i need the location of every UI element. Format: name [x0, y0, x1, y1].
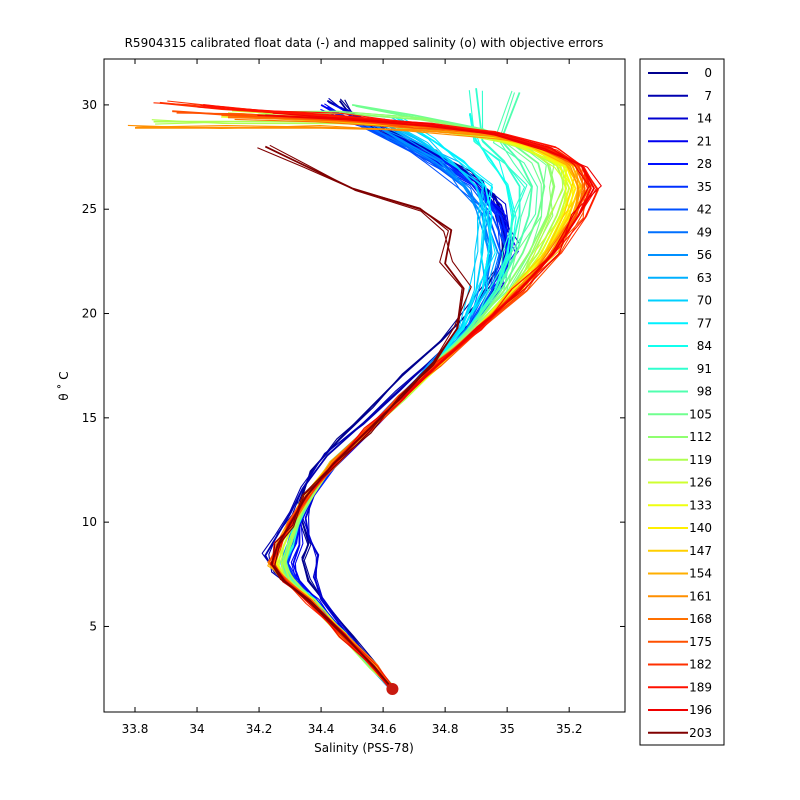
x-tick-label: 35 — [500, 722, 515, 736]
x-tick-label: 34 — [189, 722, 204, 736]
legend-label: 91 — [697, 362, 712, 376]
legend-label: 35 — [697, 180, 712, 194]
y-axis-label: θ ˚ C — [56, 371, 71, 400]
legend-item: 70 — [648, 294, 712, 308]
legend-item: 119 — [648, 453, 712, 467]
legend-label: 105 — [689, 407, 712, 421]
legend-label: 203 — [689, 726, 712, 740]
legend-item: 28 — [648, 157, 712, 171]
legend-item: 182 — [648, 658, 712, 672]
legend-item: 77 — [648, 316, 712, 330]
x-tick-label: 34.8 — [432, 722, 459, 736]
legend-item: 98 — [648, 385, 712, 399]
chart-title: R5904315 calibrated float data (-) and m… — [125, 36, 604, 50]
legend-label: 147 — [689, 544, 712, 558]
legend-item: 203 — [648, 726, 712, 740]
legend-item: 0 — [648, 66, 712, 80]
series-layer — [127, 88, 602, 696]
legend-item: 126 — [648, 476, 712, 490]
x-axis: 33.8 34 34.2 34.4 34.6 34.8 35 35.2 — [122, 59, 583, 736]
legend-item: 21 — [648, 134, 712, 148]
legend-label: 42 — [697, 203, 712, 217]
legend-item: 112 — [648, 430, 712, 444]
legend-label: 196 — [689, 703, 712, 717]
legend-label: 56 — [697, 248, 712, 262]
legend-item: 105 — [648, 407, 712, 421]
legend-label: 119 — [689, 453, 712, 467]
legend-label: 70 — [697, 294, 712, 308]
legend-item: 49 — [648, 225, 712, 239]
legend-label: 28 — [697, 157, 712, 171]
x-tick-label: 33.8 — [122, 722, 149, 736]
x-axis-label: Salinity (PSS-78) — [314, 741, 414, 755]
legend-label: 84 — [697, 339, 712, 353]
legend-label: 161 — [689, 589, 712, 603]
legend-item: 189 — [648, 680, 712, 694]
y-axis: 5 10 15 20 25 30 — [82, 98, 625, 633]
legend-label: 7 — [704, 89, 712, 103]
y-tick-label: 10 — [82, 515, 97, 529]
y-tick-label: 20 — [82, 307, 97, 321]
legend-item: 147 — [648, 544, 712, 558]
deep-end-cluster — [386, 683, 399, 696]
series-line — [257, 147, 463, 692]
x-tick-label: 34.2 — [246, 722, 273, 736]
legend-item: 42 — [648, 203, 712, 217]
legend-label: 189 — [689, 680, 712, 694]
legend-item: 196 — [648, 703, 712, 717]
legend-item: 161 — [648, 589, 712, 603]
legend-item: 154 — [648, 567, 712, 581]
legend-label: 133 — [689, 498, 712, 512]
y-tick-label: 5 — [89, 619, 97, 633]
series-line — [269, 144, 472, 688]
x-tick-label: 35.2 — [556, 722, 583, 736]
legend-item: 35 — [648, 180, 712, 194]
legend-label: 63 — [697, 271, 712, 285]
legend-label: 140 — [689, 521, 712, 535]
x-tick-label: 34.4 — [308, 722, 335, 736]
legend-items: 0 7 14 21 28 35 42 49 56 63 70 77 84 91 98 105 112 119 126… — [648, 66, 712, 740]
legend-item: 63 — [648, 271, 712, 285]
legend-label: 182 — [689, 658, 712, 672]
y-tick-label: 25 — [82, 202, 97, 216]
legend-label: 154 — [689, 567, 712, 581]
legend-label: 0 — [704, 66, 712, 80]
legend-label: 168 — [689, 612, 712, 626]
legend-item: 56 — [648, 248, 712, 262]
legend-label: 21 — [697, 134, 712, 148]
legend-item: 91 — [648, 362, 712, 376]
legend-item: 133 — [648, 498, 712, 512]
legend-item: 14 — [648, 112, 712, 126]
legend-item: 140 — [648, 521, 712, 535]
legend-label: 49 — [697, 225, 712, 239]
legend-label: 112 — [689, 430, 712, 444]
legend — [639, 58, 725, 746]
legend-label: 175 — [689, 635, 712, 649]
legend-label: 77 — [697, 316, 712, 330]
plot-area — [104, 59, 625, 712]
series-203 — [257, 144, 472, 692]
legend-item: 175 — [648, 635, 712, 649]
legend-label: 98 — [697, 385, 712, 399]
legend-item: 168 — [648, 612, 712, 626]
y-tick-label: 15 — [82, 411, 97, 425]
axes-box — [103, 58, 626, 713]
y-tick-label: 30 — [82, 98, 97, 112]
legend-label: 126 — [689, 476, 712, 490]
x-tick-label: 34.6 — [370, 722, 397, 736]
legend-label: 14 — [697, 112, 712, 126]
legend-item: 84 — [648, 339, 712, 353]
legend-item: 7 — [648, 89, 712, 103]
